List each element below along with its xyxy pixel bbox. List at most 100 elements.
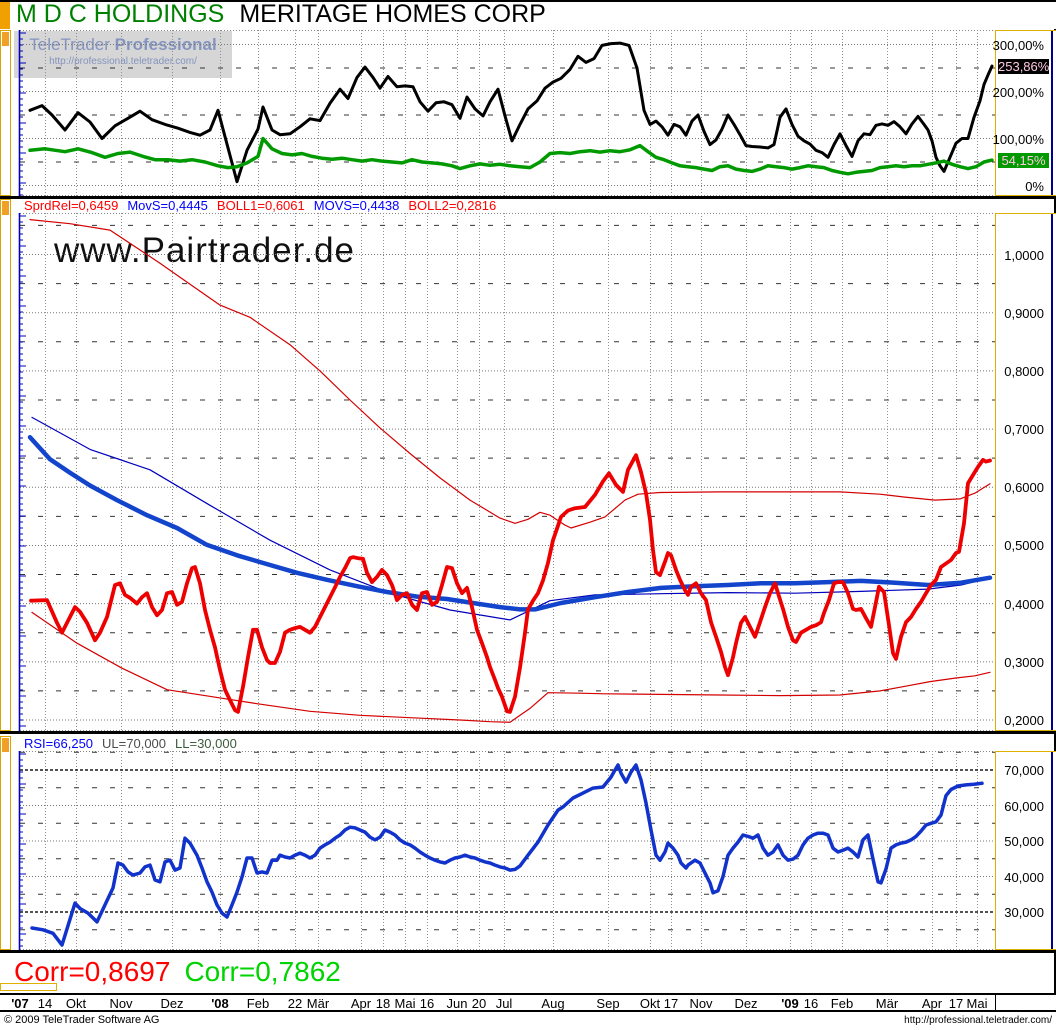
x-axis-label: 18: [375, 996, 391, 1011]
x-axis-label: 20: [471, 996, 487, 1011]
gridlines: [20, 213, 995, 731]
value-ruler: [18, 751, 26, 950]
indicator-value: RSI=66,250: [24, 736, 94, 751]
y-axis-label: 0,5000: [1004, 538, 1044, 554]
last-value-badge: 54,15%: [998, 153, 1049, 168]
x-axis-label: Jun: [446, 996, 468, 1011]
teletrader-watermark: TeleTrader Professional http://professio…: [14, 31, 232, 78]
x-axis-label: 16: [803, 996, 819, 1011]
y-axis-label: 0%: [1025, 178, 1044, 194]
series-sprdrel: [29, 453, 992, 714]
chart-title: M D C HOLDINGS MERITAGE HOMES CORP: [16, 0, 546, 29]
y-axis-label: 0,4000: [1004, 596, 1044, 612]
y-axis-label: 0,3000: [1004, 654, 1044, 670]
x-axis-label: 22: [287, 996, 303, 1011]
rsi-panel-indicator-label: RSI=66,250 UL=70,000 LL=30,000: [24, 736, 246, 751]
x-axis-label: Okt: [639, 996, 661, 1011]
y-axis-label: 0,9000: [1004, 305, 1044, 321]
x-axis-label: Feb: [830, 996, 854, 1011]
symbol-name-meritage: MERITAGE HOMES CORP: [239, 0, 546, 28]
panel-rail-handle[interactable]: [2, 201, 9, 215]
y-axis-label: 100,00%: [992, 131, 1044, 147]
x-axis-label: Feb: [246, 996, 270, 1011]
indicator-value: UL=70,000: [102, 736, 167, 751]
x-axis-label: '07: [11, 996, 29, 1011]
y-axis-label: 0,6000: [1004, 480, 1044, 496]
performance-panel-canvas[interactable]: [0, 30, 995, 196]
symbol-name-mdc: M D C HOLDINGS: [16, 0, 225, 28]
y-axis-label: 40,000: [1004, 869, 1044, 885]
panel-rail-handle[interactable]: [2, 738, 9, 752]
correlation-value: Corr=0,8697: [14, 956, 171, 987]
y-axis-label: 0,7000: [1004, 422, 1044, 438]
copyright-text: © 2009 TeleTrader Software AG: [4, 1014, 160, 1026]
x-axis-label: Apr: [921, 996, 943, 1011]
y-axis-label: 70,000: [1004, 763, 1044, 778]
axis-inner-border: [1051, 214, 1053, 730]
y-axis-label: 1,0000: [1004, 247, 1044, 263]
series-rsi: [30, 763, 984, 947]
x-axis-label: Mär: [306, 996, 330, 1011]
x-axis-label: Nov: [109, 996, 133, 1011]
indicator-value: MOVS=0,4438: [313, 198, 400, 213]
x-axis-label: 17: [663, 996, 679, 1011]
panel-left-rail: [0, 199, 11, 731]
correlation-value: Corr=0,7862: [184, 956, 341, 987]
corr-row-rail: [0, 983, 57, 991]
x-axis-label: '09: [781, 996, 799, 1011]
panel-separator: [0, 196, 1056, 199]
teletrader-watermark-brand: TeleTrader Professional: [29, 35, 217, 54]
rsi-panel-canvas[interactable]: [0, 751, 995, 950]
chart-title-bar: M D C HOLDINGS MERITAGE HOMES CORP: [0, 0, 1056, 29]
x-axis-label: Mai: [966, 996, 988, 1011]
last-value-badge: 253,86%: [998, 59, 1050, 75]
series-boll2: [31, 611, 991, 723]
axis-inner-border: [1051, 31, 1053, 195]
value-ruler: [18, 213, 26, 731]
title-accent-block: [0, 2, 10, 29]
x-axis-label: Okt: [65, 996, 87, 1011]
y-axis-label: 30,000: [1004, 905, 1044, 920]
x-axis-label: 14: [37, 996, 53, 1011]
performance-panel-value-axis[interactable]: 300,00% 200,00% 100,00% 0% 253,86% 54,15%: [992, 30, 1056, 196]
y-axis-label: 200,00%: [992, 84, 1044, 100]
x-axis-label: Dez: [160, 996, 184, 1011]
indicator-value: LL=30,000: [175, 736, 237, 751]
x-axis-label: Jul: [495, 996, 513, 1011]
y-axis-label: 0,2000: [1004, 713, 1044, 728]
x-axis-label: '08: [211, 996, 229, 1011]
x-axis-label: 16: [419, 996, 435, 1011]
x-axis-label: 17: [948, 996, 964, 1011]
indicator-value: BOLL1=0,6061: [216, 198, 305, 213]
series-m-d-c-holdings: [28, 136, 994, 176]
panel-separator: [0, 950, 1056, 953]
value-ruler: [18, 30, 26, 196]
panel-rail-handle[interactable]: [2, 32, 9, 46]
spread-panel-indicator-label: SprdRel=0,6459 MovS=0,4445 BOLL1=0,6061 MOV…: [24, 198, 505, 213]
x-axis-label: Aug: [541, 996, 565, 1011]
y-axis-label: 0,8000: [1004, 363, 1044, 379]
rsi-panel-value-axis[interactable]: 70,000 60,000 50,000 40,000 30,000: [995, 751, 1056, 950]
x-axis-label: Dez: [734, 996, 758, 1011]
indicator-value: SprdRel=0,6459: [24, 198, 119, 213]
correlation-row: Corr=0,8697 Corr=0,7862: [14, 956, 355, 988]
gridlines: [20, 30, 995, 196]
series-movs: [27, 434, 993, 612]
panel-separator: [0, 731, 1056, 734]
x-axis-label: Mär: [875, 996, 899, 1011]
y-axis-label: 50,000: [1004, 834, 1044, 849]
window-top-border: [0, 0, 1056, 2]
x-axis-label: Nov: [689, 996, 713, 1011]
pairtrader-watermark: www.Pairtrader.de: [54, 231, 356, 270]
x-axis-label: Sep: [596, 996, 620, 1011]
x-axis-label: Mai: [394, 996, 416, 1011]
series-boll1: [29, 218, 991, 529]
teletrader-watermark-url: http://professional.teletrader.com/: [49, 56, 197, 67]
spread-panel-canvas[interactable]: [0, 213, 995, 731]
time-axis-divider: [995, 995, 996, 1010]
footer-url: http://professional.teletrader.com/: [904, 1015, 1052, 1026]
spread-panel-value-axis[interactable]: 1,0000 0,9000 0,8000 0,7000 0,6000 0,5000 0,40…: [995, 213, 1056, 731]
time-axis[interactable]: '07 14 Okt Nov Dez '08 Feb 22 Mär Apr 18 Mai 16 Jun 20…: [0, 993, 1056, 1012]
y-axis-label: 300,00%: [992, 37, 1044, 53]
